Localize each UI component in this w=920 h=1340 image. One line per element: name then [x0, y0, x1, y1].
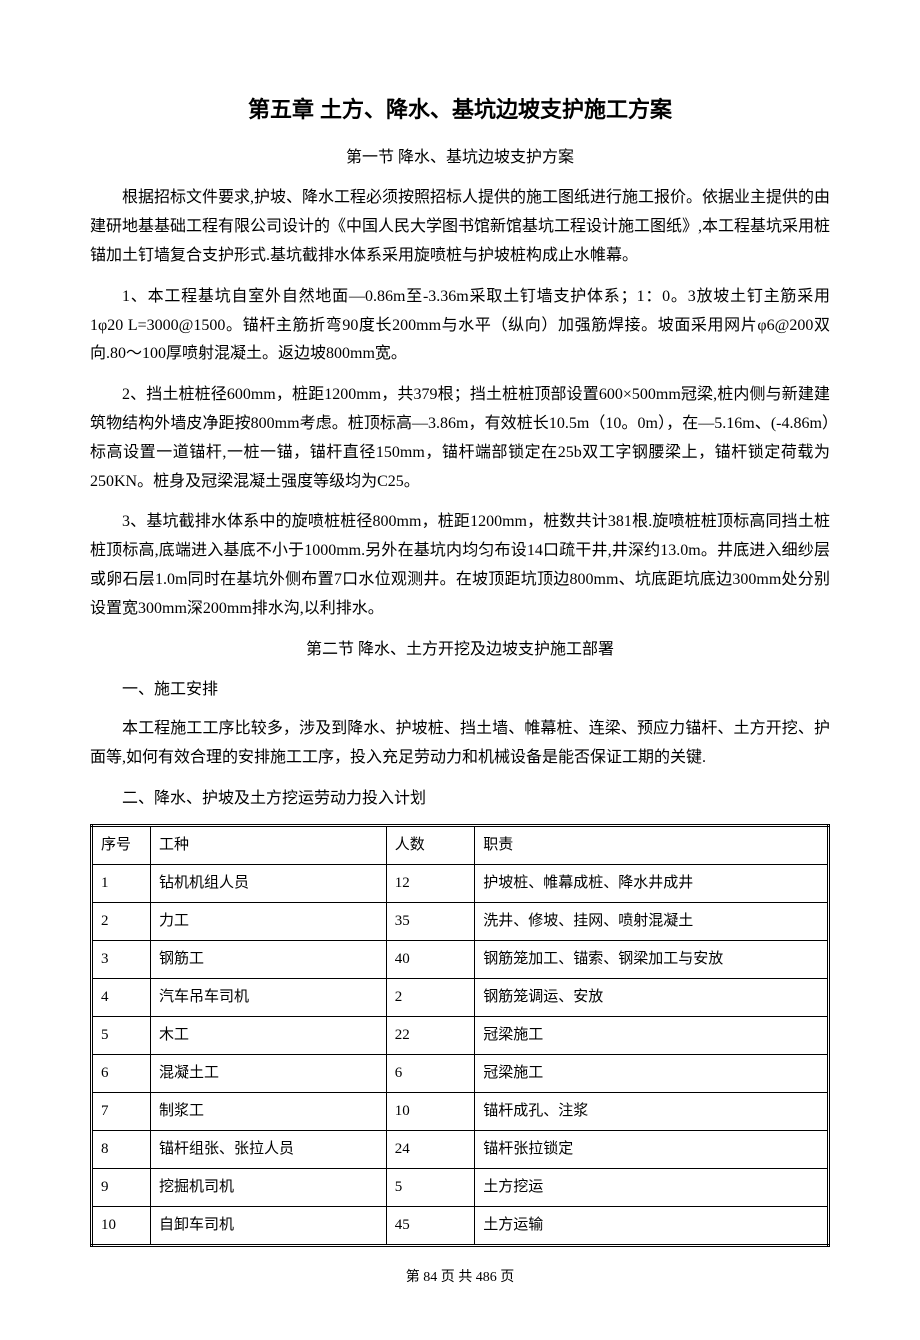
col-header-duty: 职责 — [475, 825, 829, 864]
table-cell: 24 — [386, 1130, 474, 1168]
table-cell: 22 — [386, 1016, 474, 1054]
table-cell: 挖掘机司机 — [150, 1168, 386, 1206]
table-cell: 2 — [386, 978, 474, 1016]
table-row: 7制浆工10锚杆成孔、注浆 — [92, 1092, 829, 1130]
table-cell: 6 — [92, 1054, 151, 1092]
table-cell: 5 — [386, 1168, 474, 1206]
table-cell: 洗井、修坡、挂网、喷射混凝土 — [475, 902, 829, 940]
table-row: 3钢筋工40钢筋笼加工、锚索、钢梁加工与安放 — [92, 940, 829, 978]
table-cell: 钢筋工 — [150, 940, 386, 978]
table-cell: 制浆工 — [150, 1092, 386, 1130]
table-cell: 锚杆张拉锁定 — [475, 1130, 829, 1168]
table-cell: 土方挖运 — [475, 1168, 829, 1206]
table-cell: 10 — [92, 1206, 151, 1245]
table-cell: 木工 — [150, 1016, 386, 1054]
table-row: 1钻机机组人员12护坡桩、帷幕成桩、降水井成井 — [92, 864, 829, 902]
table-cell: 土方运输 — [475, 1206, 829, 1245]
paragraph-4: 3、基坑截排水体系中的旋喷桩桩径800mm，桩距1200mm，桩数共计381根.… — [90, 508, 830, 623]
table-cell: 2 — [92, 902, 151, 940]
table-cell: 45 — [386, 1206, 474, 1245]
table-header-row: 序号 工种 人数 职责 — [92, 825, 829, 864]
labor-table: 序号 工种 人数 职责 1钻机机组人员12护坡桩、帷幕成桩、降水井成井2力工35… — [90, 824, 830, 1247]
paragraph-3: 2、挡土桩桩径600mm，桩距1200mm，共379根；挡土桩桩顶部设置600×… — [90, 381, 830, 496]
sub-heading-1: 一、施工安排 — [90, 676, 830, 705]
table-cell: 4 — [92, 978, 151, 1016]
section-2-title: 第二节 降水、土方开挖及边坡支护施工部署 — [90, 636, 830, 665]
paragraph-5: 本工程施工工序比较多，涉及到降水、护坡桩、挡土墙、帷幕桩、连梁、预应力锚杆、土方… — [90, 715, 830, 773]
table-cell: 12 — [386, 864, 474, 902]
table-cell: 35 — [386, 902, 474, 940]
table-cell: 自卸车司机 — [150, 1206, 386, 1245]
table-cell: 1 — [92, 864, 151, 902]
table-cell: 钢筋笼调运、安放 — [475, 978, 829, 1016]
table-body: 1钻机机组人员12护坡桩、帷幕成桩、降水井成井2力工35洗井、修坡、挂网、喷射混… — [92, 864, 829, 1245]
table-cell: 汽车吊车司机 — [150, 978, 386, 1016]
section-1-title: 第一节 降水、基坑边坡支护方案 — [90, 144, 830, 173]
chapter-title: 第五章 土方、降水、基坑边坡支护施工方案 — [90, 90, 830, 130]
page-footer: 第 84 页 共 486 页 — [90, 1265, 830, 1290]
table-cell: 锚杆成孔、注浆 — [475, 1092, 829, 1130]
table-cell: 钻机机组人员 — [150, 864, 386, 902]
table-cell: 6 — [386, 1054, 474, 1092]
table-row: 10自卸车司机45土方运输 — [92, 1206, 829, 1245]
col-header-num: 人数 — [386, 825, 474, 864]
table-cell: 锚杆组张、张拉人员 — [150, 1130, 386, 1168]
paragraph-1: 根据招标文件要求,护坡、降水工程必须按照招标人提供的施工图纸进行施工报价。依据业… — [90, 184, 830, 270]
table-cell: 5 — [92, 1016, 151, 1054]
table-cell: 冠梁施工 — [475, 1016, 829, 1054]
table-cell: 护坡桩、帷幕成桩、降水井成井 — [475, 864, 829, 902]
sub-heading-2: 二、降水、护坡及土方挖运劳动力投入计划 — [90, 785, 830, 814]
table-row: 6混凝土工6冠梁施工 — [92, 1054, 829, 1092]
table-cell: 力工 — [150, 902, 386, 940]
table-cell: 钢筋笼加工、锚索、钢梁加工与安放 — [475, 940, 829, 978]
table-cell: 10 — [386, 1092, 474, 1130]
table-cell: 混凝土工 — [150, 1054, 386, 1092]
table-cell: 8 — [92, 1130, 151, 1168]
table-row: 2力工35洗井、修坡、挂网、喷射混凝土 — [92, 902, 829, 940]
table-row: 5木工22冠梁施工 — [92, 1016, 829, 1054]
paragraph-2: 1、本工程基坑自室外自然地面—0.86m至-3.36m采取土钉墙支护体系；1：0… — [90, 283, 830, 369]
col-header-seq: 序号 — [92, 825, 151, 864]
table-cell: 冠梁施工 — [475, 1054, 829, 1092]
table-cell: 7 — [92, 1092, 151, 1130]
col-header-type: 工种 — [150, 825, 386, 864]
table-cell: 40 — [386, 940, 474, 978]
table-row: 4汽车吊车司机2钢筋笼调运、安放 — [92, 978, 829, 1016]
table-row: 9挖掘机司机5土方挖运 — [92, 1168, 829, 1206]
table-row: 8锚杆组张、张拉人员24锚杆张拉锁定 — [92, 1130, 829, 1168]
table-cell: 3 — [92, 940, 151, 978]
table-cell: 9 — [92, 1168, 151, 1206]
